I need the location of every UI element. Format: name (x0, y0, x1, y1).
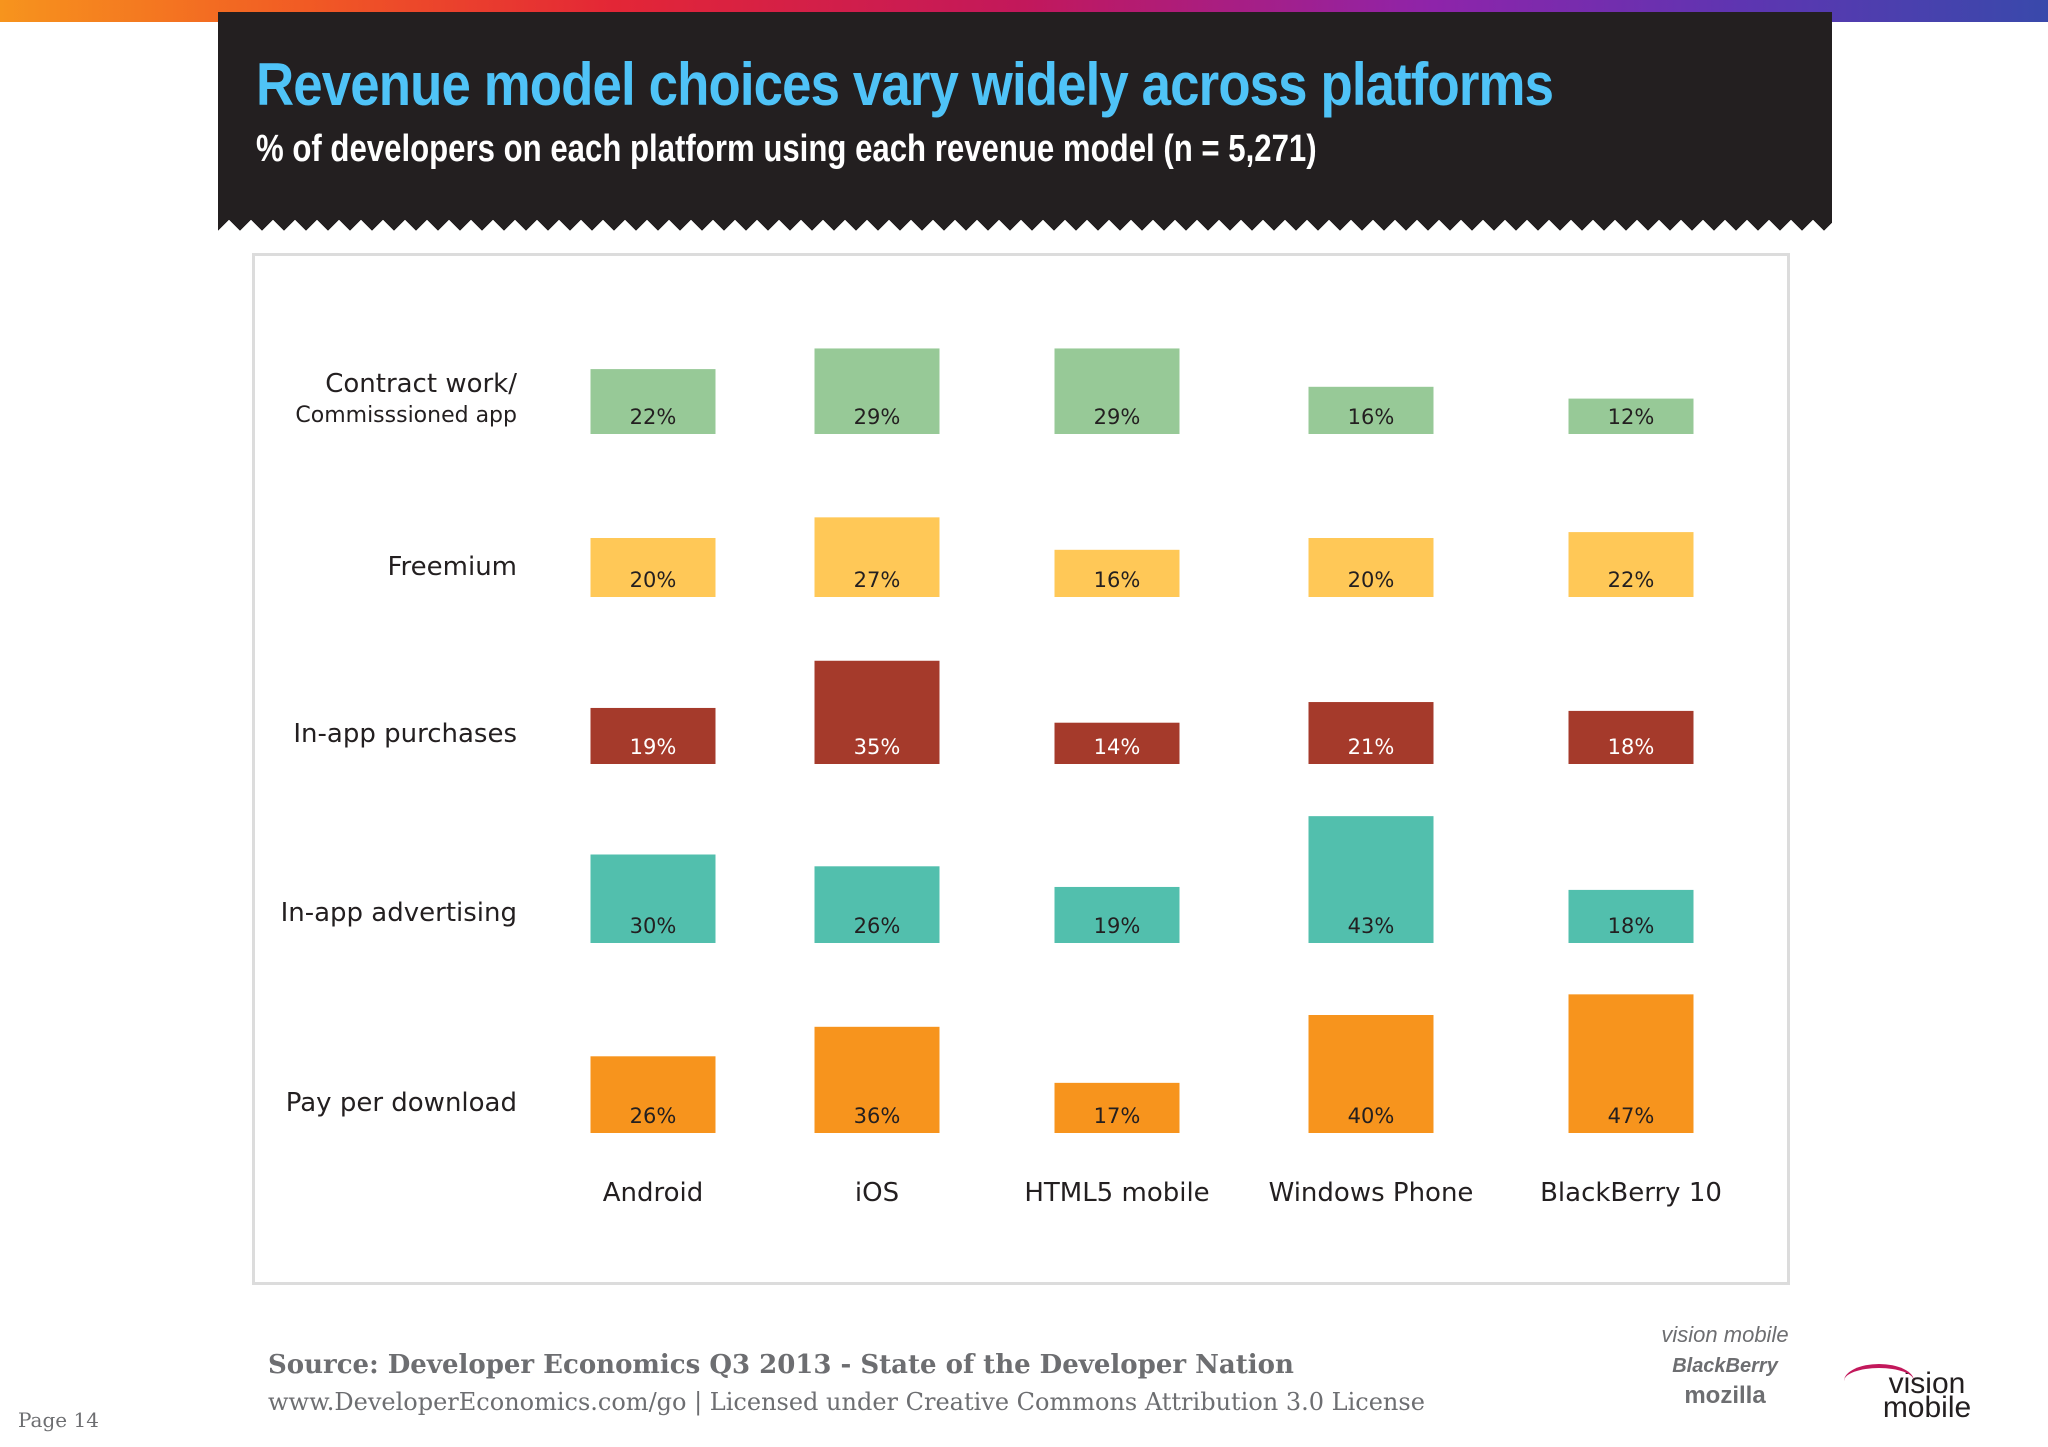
data-square (814, 866, 940, 943)
data-label: 36% (854, 1104, 901, 1128)
data-square (1568, 710, 1694, 764)
data-square (590, 707, 716, 764)
data-label: 12% (1608, 405, 1655, 429)
data-label: 14% (1094, 735, 1141, 759)
data-label: 22% (630, 405, 677, 429)
row-label: Contract work/ (325, 369, 517, 399)
data-square (590, 1056, 716, 1133)
revenue-model-chart: Contract work/Commisssioned app Freemium I… (281, 348, 1722, 1208)
data-label: 20% (1348, 568, 1395, 592)
data-square (1308, 702, 1434, 764)
data-square (1054, 1082, 1180, 1133)
data-label: 17% (1094, 1104, 1141, 1128)
blackberry-partner-logo: BlackBerry (1672, 1355, 1778, 1377)
category-label: BlackBerry 10 (1540, 1178, 1722, 1208)
data-square (814, 348, 940, 434)
data-square (1568, 398, 1694, 434)
data-label: 30% (630, 914, 677, 938)
data-square (1308, 816, 1434, 943)
page-number: Page 14 (18, 1408, 99, 1432)
visionmobile-partner-logo: vision mobile (1661, 1322, 1789, 1347)
data-square (1308, 386, 1434, 434)
visionmobile-brand-logo: vision mobile (1842, 1364, 2012, 1423)
data-label: 40% (1348, 1104, 1395, 1128)
data-label: 26% (854, 914, 901, 938)
data-label: 22% (1608, 568, 1655, 592)
data-label: 19% (1094, 914, 1141, 938)
data-square (814, 1026, 940, 1133)
data-label: 43% (1348, 914, 1395, 938)
row-label: Pay per download (286, 1088, 517, 1118)
mozilla-partner-logo: mozilla (1684, 1382, 1766, 1409)
banner-zigzag-edge (218, 218, 1832, 232)
category-label: Windows Phone (1269, 1178, 1474, 1208)
data-square (814, 660, 940, 764)
license-link[interactable]: www.DeveloperEconomics.com/go | Licensed… (268, 1388, 1425, 1416)
chart-frame: Contract work/Commisssioned app Freemium I… (252, 253, 1790, 1285)
data-square (814, 517, 940, 597)
page-subtitle: % of developers on each platform using e… (256, 128, 1317, 170)
data-square (1054, 549, 1180, 597)
row-label: In-app advertising (281, 898, 517, 928)
data-square (1568, 994, 1694, 1133)
data-square (1568, 532, 1694, 597)
data-label: 47% (1608, 1104, 1655, 1128)
data-square (590, 369, 716, 434)
data-label: 18% (1608, 735, 1655, 759)
brand-swoosh-icon (1844, 1364, 1914, 1398)
data-square (1308, 1015, 1434, 1133)
data-label: 19% (630, 735, 677, 759)
row-label: In-app purchases (293, 719, 517, 749)
data-label: 16% (1094, 568, 1141, 592)
row-sublabel: Commisssioned app (295, 403, 517, 428)
data-label: 26% (630, 1104, 677, 1128)
data-label: 27% (854, 568, 901, 592)
data-square (1054, 348, 1180, 434)
row-label: Freemium (387, 552, 517, 582)
data-square (1054, 722, 1180, 764)
category-label: HTML5 mobile (1024, 1178, 1209, 1208)
data-square (1054, 886, 1180, 943)
data-label: 20% (630, 568, 677, 592)
data-label: 29% (1094, 405, 1141, 429)
page-title: Revenue model choices vary widely across… (256, 51, 1554, 118)
data-label: 21% (1348, 735, 1395, 759)
data-square (1308, 538, 1434, 597)
header-banner: Revenue model choices vary widely across… (218, 12, 1832, 232)
data-square (1568, 889, 1694, 943)
partner-logos: vision mobile BlackBerry mozilla (1650, 1322, 1800, 1410)
data-label: 16% (1348, 405, 1395, 429)
data-label: 18% (1608, 914, 1655, 938)
data-square (590, 538, 716, 597)
category-label: iOS (855, 1178, 899, 1208)
data-square (590, 854, 716, 943)
source-text: Source: Developer Economics Q3 2013 - St… (268, 1350, 1294, 1380)
data-label: 35% (854, 735, 901, 759)
category-label: Android (603, 1178, 704, 1208)
data-label: 29% (854, 405, 901, 429)
